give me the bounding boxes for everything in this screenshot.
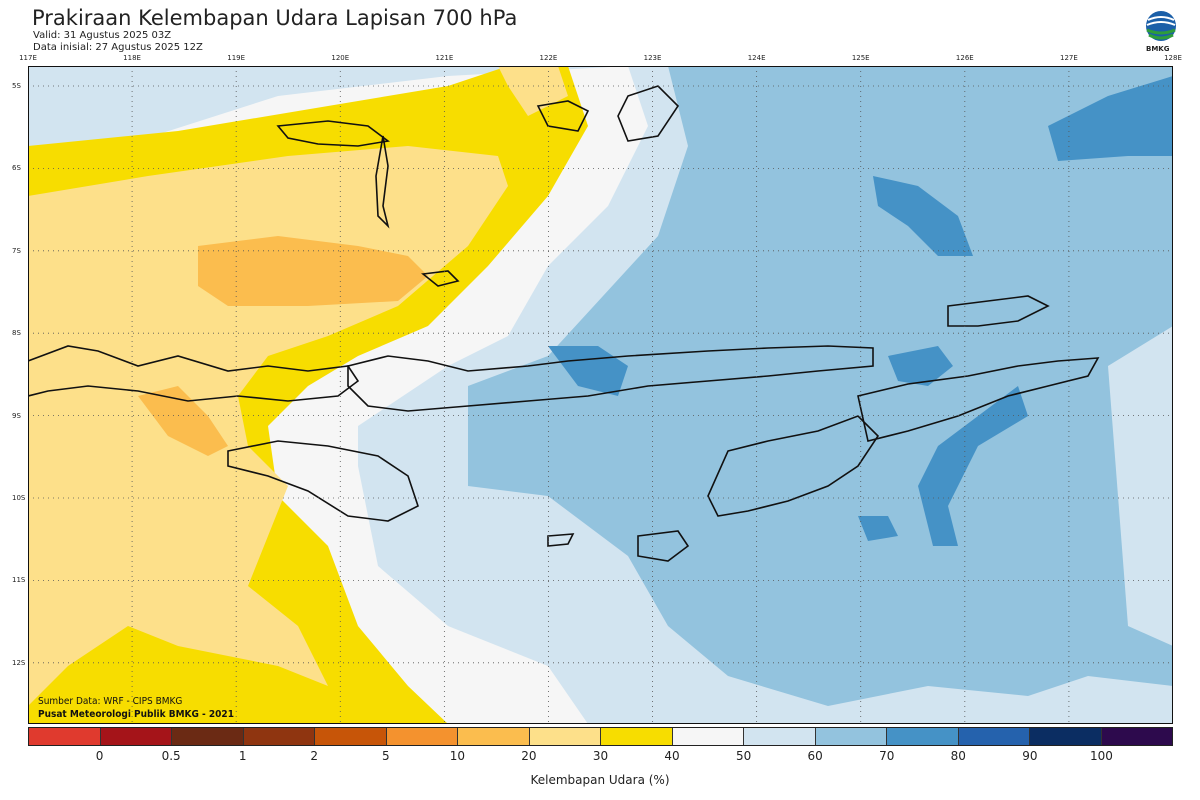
- initial-time: Data inisial: 27 Agustus 2025 12Z: [33, 42, 203, 53]
- colorbar-label: 5: [381, 749, 390, 763]
- humidity-field-80-f: [858, 516, 898, 541]
- humidity-field-80-a: [1048, 76, 1173, 161]
- lat-label: 5S: [12, 82, 21, 90]
- colorbar-label: 1: [238, 749, 247, 763]
- colorbar-swatch: [815, 728, 887, 745]
- colorbar-label: 90: [1022, 749, 1038, 763]
- lat-label: 7S: [12, 246, 21, 255]
- colorbar-label: 60: [807, 749, 823, 763]
- colorbar-swatch: [1101, 728, 1172, 745]
- colorbar-swatch: [386, 728, 458, 745]
- lon-label: 127E: [1060, 54, 1078, 62]
- island-timor-east: [857, 357, 1100, 442]
- lat-label: 12S: [12, 658, 26, 667]
- coastlines: [28, 85, 1100, 562]
- colorbar-label: 10: [449, 749, 466, 763]
- island-rote: [637, 530, 690, 562]
- colorbar-label: 70: [879, 749, 895, 763]
- colorbar-swatch: [315, 728, 387, 745]
- lat-label: 10S: [12, 494, 26, 502]
- lat-label: 6S: [12, 164, 21, 173]
- humidity-field-60-east: [1108, 326, 1173, 646]
- island-kalao: [421, 270, 460, 287]
- colorbar-swatch: [958, 728, 1030, 745]
- lon-label: 126E: [955, 54, 974, 62]
- island-timor-west: [707, 415, 880, 517]
- valid-time: Valid: 31 Agustus 2025 03Z: [33, 30, 172, 41]
- colorbar-label: 50: [735, 749, 752, 763]
- colorbar-label: 0.5: [161, 749, 181, 763]
- colorbar-swatch: [172, 728, 244, 745]
- lon-label: 128E: [1164, 54, 1182, 62]
- island-sumba: [227, 440, 419, 522]
- colorbar-swatch: [458, 728, 530, 745]
- logo-label: BMKG: [1146, 45, 1170, 53]
- colorbar-swatch: [672, 728, 744, 745]
- colorbar-label: 100: [1089, 749, 1113, 763]
- organization-credit: Pusat Meteorologi Publik BMKG - 2021: [38, 709, 234, 720]
- data-source-credit: Sumber Data: WRF - CIPS BMKG: [38, 696, 183, 707]
- humidity-field-20-a: [198, 236, 428, 306]
- colorbar-label: 40: [664, 749, 680, 763]
- map-title: Prakiraan Kelembapan Udara Lapisan 700 h…: [32, 6, 518, 30]
- island-buton: [536, 100, 590, 132]
- colorbar-title: Kelembapan Udara (%): [530, 773, 670, 787]
- colorbar-label: 2: [310, 749, 319, 763]
- colorbar-swatch: [100, 728, 172, 745]
- colorbar-swatch: [887, 728, 959, 745]
- lon-label: 120E: [331, 54, 350, 62]
- island-lombok-sumbawa: [28, 345, 360, 402]
- island-flores: [347, 345, 874, 412]
- colorbar-swatch: [243, 728, 315, 745]
- lon-label: 119E: [227, 54, 246, 62]
- colorbar-swatch: [29, 728, 101, 745]
- lat-label: 9S: [12, 411, 21, 420]
- lon-label: 117E: [19, 54, 37, 62]
- lon-label: 123E: [643, 54, 662, 62]
- lon-label: 125E: [851, 54, 870, 62]
- humidity-field-80-d: [888, 346, 953, 386]
- island-selayar: [375, 135, 390, 229]
- colorbar-swatch: [744, 728, 816, 745]
- colorbar-swatch: [1030, 728, 1102, 745]
- colorbar-label: 80: [950, 749, 966, 763]
- colorbar-label: 0: [95, 749, 104, 763]
- colorbar-swatch: [601, 728, 673, 745]
- island-wetar: [947, 295, 1050, 327]
- island-sulawesi-south: [276, 120, 390, 147]
- graticule: [28, 66, 1173, 724]
- colorbar: [28, 727, 1173, 746]
- colorbar-label: 30: [592, 749, 609, 763]
- humidity-field-80-e: [918, 386, 1028, 546]
- lon-label: 122E: [539, 54, 558, 62]
- lat-label: 11S: [12, 576, 26, 585]
- bmkg-logo-icon: [1146, 11, 1176, 41]
- lon-label: 118E: [123, 54, 141, 62]
- lon-label: 124E: [747, 54, 766, 62]
- island-sawu: [547, 533, 575, 547]
- humidity-field-60-nw: [28, 66, 278, 156]
- humidity-field-80-b: [873, 176, 973, 256]
- humidity-map: [28, 66, 1173, 724]
- colorbar-label: 20: [521, 749, 537, 763]
- humidity-field-80-c: [548, 346, 628, 396]
- humidity-field-20-b: [138, 386, 228, 456]
- colorbar-swatch: [529, 728, 601, 745]
- lat-label: 8S: [12, 329, 21, 338]
- lon-label: 121E: [435, 54, 454, 62]
